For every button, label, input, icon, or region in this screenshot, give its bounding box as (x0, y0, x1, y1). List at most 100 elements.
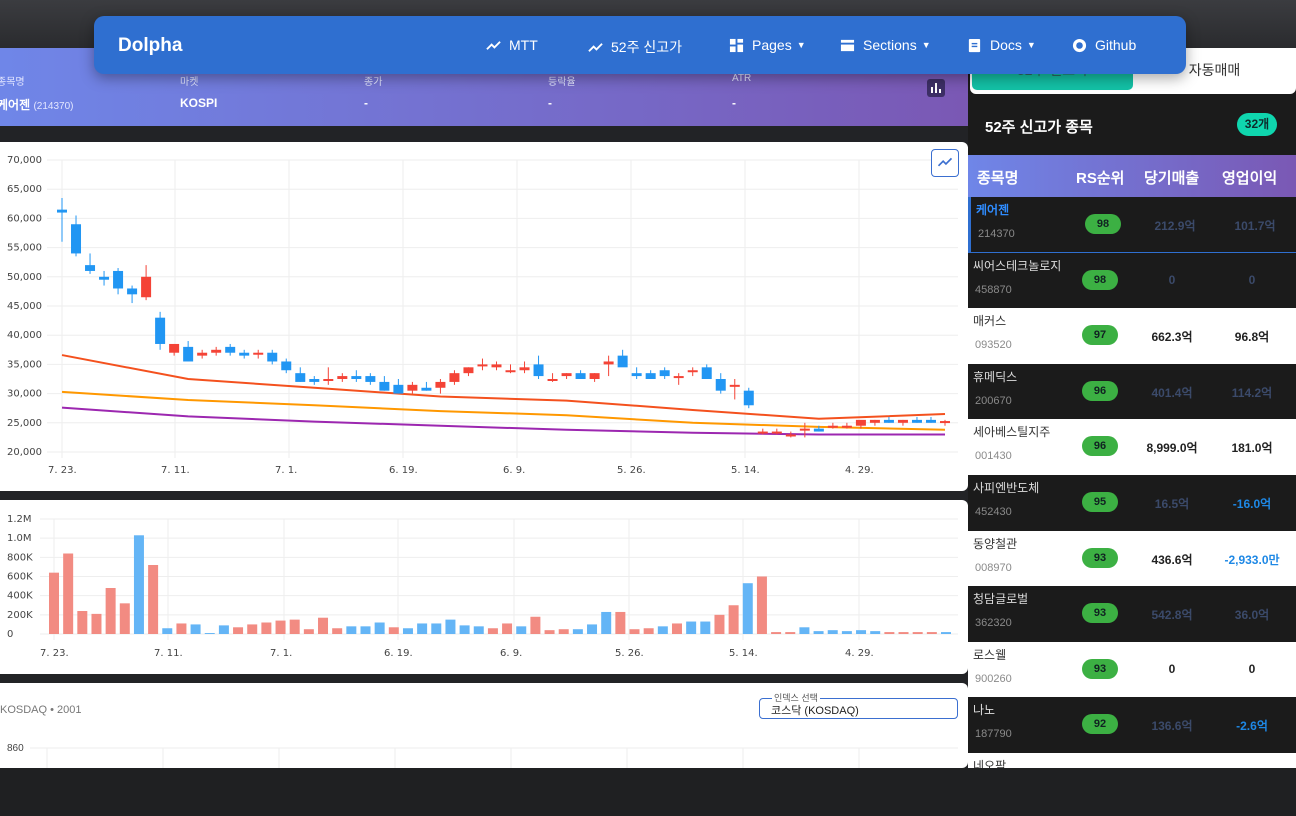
doc-icon (968, 38, 981, 52)
candle (771, 428, 782, 435)
nav-52week[interactable]: 52주 신고가 (588, 37, 682, 57)
nav-sections[interactable]: Sections ▼ (840, 37, 931, 53)
table-row[interactable]: 로스웰 900260 93 0 0 (968, 641, 1296, 698)
chart-type-button[interactable] (931, 149, 959, 177)
candle (379, 376, 390, 391)
rs-badge: 95 (1082, 492, 1118, 512)
candle (435, 379, 446, 394)
nav-mtt-label: MTT (509, 37, 538, 53)
candle (253, 349, 264, 359)
row-name[interactable]: 나노 (973, 703, 996, 718)
table-row[interactable]: 청담글로벌 362320 93 542.8억 36.0억 (968, 586, 1296, 642)
candle (911, 416, 922, 423)
row-op: -2,933.0만 (1224, 552, 1280, 567)
index-select[interactable]: 코스닥 (KOSDAQ) (759, 698, 958, 719)
row-name[interactable]: 휴메딕스 (973, 369, 1018, 384)
candle (421, 381, 432, 391)
col-op[interactable]: 영업이익 (1222, 170, 1278, 187)
row-sales: 212.9억 (1154, 219, 1196, 233)
volume-bar (204, 633, 215, 634)
row-name[interactable]: 씨어스테크놀로지 (973, 258, 1062, 273)
row-name[interactable]: 사피엔반도체 (973, 481, 1040, 495)
row-sales: 8,999.0억 (1146, 441, 1198, 456)
col-rs[interactable]: RS순위 (1076, 170, 1125, 187)
volume-bar (91, 613, 102, 634)
table-row[interactable]: 휴메딕스 200670 96 401.4억 114.2억 (968, 363, 1296, 420)
candle (687, 367, 698, 377)
candle (715, 373, 726, 394)
rs-badge: 92 (1082, 714, 1118, 735)
table-row[interactable]: 씨어스테크놀로지 458870 98 0 0 (968, 252, 1296, 309)
table-row[interactable]: 사피엔반도체 452430 95 16.5억 -16.0억 (968, 475, 1296, 531)
row-sales: 16.5억 (1154, 497, 1190, 511)
row-code: 214370 (978, 228, 1015, 240)
bar-chart-icon[interactable] (927, 79, 945, 97)
tab-autotrade[interactable]: 자동매매 (1188, 62, 1241, 78)
nav-pages[interactable]: Pages ▼ (729, 37, 806, 53)
index-label: KOSDAQ • 2001 (0, 704, 82, 716)
table-row[interactable]: 동양철관 008970 93 436.6억 -2,933.0만 (968, 530, 1296, 587)
row-op: 181.0억 (1231, 441, 1273, 456)
y-tick-label: 65,000 (7, 184, 42, 195)
github-icon (1072, 38, 1087, 52)
nav-github[interactable]: Github (1072, 37, 1136, 53)
table-row[interactable]: 케어젠 214370 98 212.9억 101.7억 (968, 197, 1296, 253)
volume-bar (785, 632, 796, 634)
change-label: 등락율 (548, 77, 576, 88)
volume-bar (318, 617, 329, 634)
volume-bar (912, 632, 923, 634)
table-row[interactable]: 나노 187790 92 136.6억 -2.6억 (968, 697, 1296, 753)
candle (211, 346, 222, 356)
table-row[interactable]: 매커스 093520 97 662.3억 96.8억 (968, 308, 1296, 364)
volume-bar (502, 623, 513, 634)
y-tick-label: 800K (7, 552, 33, 563)
table-row[interactable]: 세아베스틸지주 001430 96 8,999.0억 181.0억 (968, 419, 1296, 475)
candle (631, 367, 642, 379)
candle (113, 268, 124, 295)
row-name[interactable]: 청담글로벌 (973, 592, 1029, 607)
volume-bar-chart[interactable]: 1.2M 1.0M 800K 600K 400K 200K 0 7. 23. 7. 11. 7. … (0, 500, 968, 674)
row-name[interactable]: 매커스 (973, 314, 1007, 329)
row-sales: 662.3억 (1151, 330, 1193, 345)
nav-docs[interactable]: Docs ▼ (967, 37, 1036, 53)
y-tick-label: 60,000 (7, 213, 42, 224)
rs-badge: 93 (1082, 603, 1118, 624)
x-tick-label: 7. 23. (40, 648, 69, 659)
volume-bar (275, 620, 286, 634)
candle (309, 376, 320, 385)
y-tick-label: 45,000 (7, 301, 42, 312)
y-tick-label: 55,000 (7, 243, 42, 254)
volume-bar (190, 624, 201, 634)
candle (449, 370, 460, 385)
y-tick-label: 30,000 (7, 389, 42, 400)
row-code: 008970 (975, 561, 1012, 574)
row-code: 900260 (975, 672, 1012, 685)
col-name[interactable]: 종목명 (977, 170, 1019, 187)
row-op: 0 (1248, 272, 1256, 287)
row-name[interactable]: 케어젠 (976, 203, 1010, 217)
volume-bar (431, 623, 442, 634)
candle (827, 422, 838, 429)
y-tick-label: 50,000 (7, 272, 42, 283)
brand-logo[interactable]: Dolpha (118, 35, 183, 56)
row-op: -16.0억 (1232, 497, 1272, 511)
row-name[interactable]: 네오팜 (973, 759, 1007, 768)
rs-badge: 93 (1082, 547, 1118, 568)
x-tick-label: 4. 29. (845, 465, 874, 476)
y-tick-label: 200K (7, 610, 33, 621)
row-name[interactable]: 로스웰 (973, 647, 1007, 662)
col-sales[interactable]: 당기매출 (1144, 170, 1200, 187)
volume-bar (742, 583, 753, 634)
index-chart-panel: KOSDAQ • 2001 코스닥 (KOSDAQ) 인덱스 선택 860 (0, 683, 968, 768)
row-name[interactable]: 세아베스틸지주 (973, 425, 1051, 440)
candle (701, 364, 712, 379)
volume-bar (388, 627, 399, 634)
candle (71, 215, 82, 257)
table-row[interactable]: 네오팜 (968, 753, 1296, 768)
volume-bar (346, 626, 357, 634)
candlestick-chart[interactable]: 70,000 65,000 60,000 55,000 50,000 45,000 40,0… (0, 142, 968, 491)
change-value: - (548, 96, 552, 110)
row-name[interactable]: 동양철관 (973, 536, 1018, 551)
atr-value: - (732, 96, 736, 110)
nav-mtt[interactable]: MTT (486, 37, 538, 53)
